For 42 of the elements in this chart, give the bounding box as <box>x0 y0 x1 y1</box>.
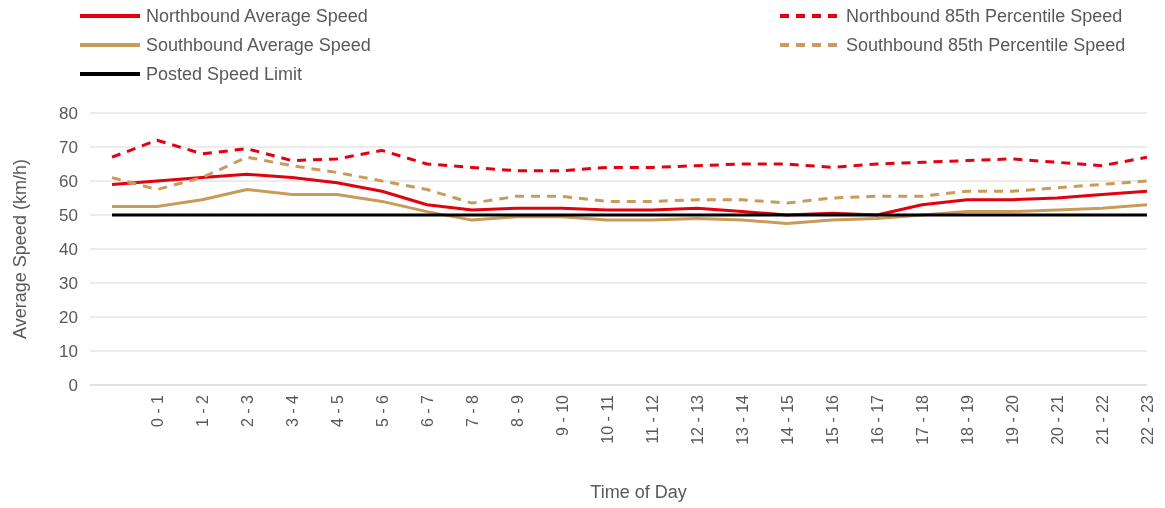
x-tick-label: 16 - 17 <box>869 394 886 445</box>
x-tick-label: 12 - 13 <box>689 394 706 445</box>
x-tick-label: 22 - 23 <box>1139 394 1156 445</box>
x-tick-label: 10 - 11 <box>599 394 616 444</box>
y-tick-label: 10 <box>59 341 78 361</box>
x-tick-label: 18 - 19 <box>959 394 976 445</box>
x-tick-label: 5 - 6 <box>374 394 391 428</box>
x-tick-label: 1 - 2 <box>194 394 211 428</box>
y-axis-title: Average Speed (km/h) <box>10 159 30 339</box>
x-tick-label: 20 - 21 <box>1049 394 1066 445</box>
x-tick-label: 4 - 5 <box>329 394 346 428</box>
x-tick-label: 9 - 10 <box>554 394 571 436</box>
legend-label: Posted Speed Limit <box>146 64 303 85</box>
x-tick-label: 7 - 8 <box>464 394 481 428</box>
x-tick-label: 3 - 4 <box>284 394 301 428</box>
x-tick-label: 14 - 15 <box>779 394 796 445</box>
line-series <box>110 172 1149 217</box>
x-tick-label: 19 - 20 <box>1004 394 1021 445</box>
y-tick-label: 70 <box>59 137 78 157</box>
x-tick-label: 15 - 16 <box>824 394 841 445</box>
legend-label: Southbound Average Speed <box>146 35 371 56</box>
x-tick-label: 21 - 22 <box>1094 394 1111 445</box>
legend-label: Southbound 85th Percentile Speed <box>846 35 1126 56</box>
y-tick-label: 40 <box>59 239 78 259</box>
x-tick-label: 13 - 14 <box>734 394 751 445</box>
x-tick-label: 8 - 9 <box>509 394 526 428</box>
y-tick-label: 20 <box>59 307 78 327</box>
y-tick-label: 50 <box>59 205 78 225</box>
x-tick-label: 11 - 12 <box>644 394 661 444</box>
line-series <box>110 155 1149 205</box>
legend-label: Northbound 85th Percentile Speed <box>846 6 1123 27</box>
line-series <box>110 138 1149 173</box>
y-tick-label: 60 <box>59 171 78 191</box>
y-tick-label: 80 <box>59 103 78 123</box>
y-tick-label: 0 <box>68 375 78 395</box>
x-tick-label: 17 - 18 <box>914 394 931 445</box>
x-tick-label: 0 - 1 <box>149 394 166 428</box>
x-axis-title: Time of Day <box>590 482 687 502</box>
x-tick-label: 6 - 7 <box>419 394 436 428</box>
y-tick-label: 30 <box>59 273 78 293</box>
legend-label: Northbound Average Speed <box>146 6 368 27</box>
x-tick-label: 2 - 3 <box>239 394 256 428</box>
